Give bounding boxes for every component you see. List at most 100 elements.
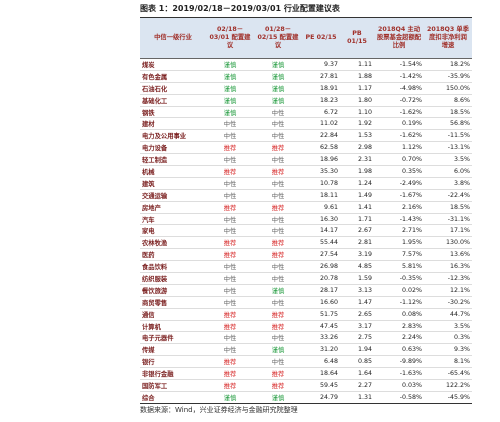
table-cell: 1.98 xyxy=(340,165,374,178)
table-cell: 推荐 xyxy=(254,308,302,321)
table-cell: 9.37 xyxy=(302,58,340,71)
table-cell: 中性 xyxy=(206,296,254,309)
table-cell: -0.35% xyxy=(374,272,424,285)
table-cell: 16.60 xyxy=(302,296,340,309)
table-cell: 谨慎 xyxy=(254,70,302,83)
table-cell: 房地产 xyxy=(140,201,206,214)
table-cell: 计算机 xyxy=(140,320,206,333)
table-cell: 2.31 xyxy=(340,153,374,167)
table-row: 计算机 推荐 推荐 47.45 3.17 2.83% 3.5% xyxy=(140,320,472,333)
table-cell: 电力设备 xyxy=(140,141,206,155)
table-cell: 18.2% xyxy=(424,58,472,71)
table-row: 非银行金融 推荐 推荐 18.64 1.64 -1.63% -65.4% xyxy=(140,367,472,381)
table-cell: 中性 xyxy=(206,177,254,190)
table-row: 汽车 中性 中性 16.30 1.71 -1.43% -31.1% xyxy=(140,213,472,226)
table-cell: 5.81% xyxy=(374,260,424,274)
table-cell: 1.92 xyxy=(340,117,374,131)
table-cell: 20.78 xyxy=(302,272,340,285)
table-row: 有色金属 谨慎 谨慎 27.81 1.88 -1.42% -35.9% xyxy=(140,70,472,83)
table-cell: 推荐 xyxy=(254,236,302,250)
table-cell: 谨慎 xyxy=(254,391,302,404)
table-cell: 24.79 xyxy=(302,391,340,404)
table-cell: 14.17 xyxy=(302,224,340,238)
source-note: 数据来源：Wind，兴业证券经济与金融研究院整理 xyxy=(140,406,298,414)
table-cell: 150.0% xyxy=(424,82,472,95)
table-row: 石油石化 谨慎 谨慎 18.91 1.17 -4.98% 150.0% xyxy=(140,82,472,95)
table-cell: 1.64 xyxy=(340,367,374,381)
table-cell: 通信 xyxy=(140,308,206,321)
table-cell: 8.1% xyxy=(424,355,472,369)
table-cell: 13.6% xyxy=(424,248,472,262)
table-cell: -30.2% xyxy=(424,296,472,309)
table-cell: 中性 xyxy=(254,331,302,345)
table-cell: -1.42% xyxy=(374,70,424,83)
table-cell: 谨慎 xyxy=(206,70,254,83)
header-cell: 2018Q3 单季度扣非净利润增速 xyxy=(424,17,472,59)
table-cell: 1.24 xyxy=(340,177,374,190)
table-cell: 9.61 xyxy=(302,201,340,214)
table-body: 煤炭 谨慎 谨慎 9.37 1.11 -1.54% 18.2% 有色金属 谨慎 谨慎 27.81 1.… xyxy=(140,58,472,404)
table-cell: 18.5% xyxy=(424,106,472,119)
table-row: 商贸零售 中性 中性 16.60 1.47 -1.12% -30.2% xyxy=(140,296,472,309)
table-row: 建材 中性 中性 11.02 1.92 0.19% 56.8% xyxy=(140,117,472,131)
table-cell: 中性 xyxy=(206,260,254,274)
table-cell: 0.85 xyxy=(340,355,374,369)
table-cell: 3.8% xyxy=(424,177,472,190)
table-cell: 基础化工 xyxy=(140,94,206,107)
table-cell: 推荐 xyxy=(206,248,254,262)
table-cell: 推荐 xyxy=(206,367,254,381)
table-cell: 非银行金融 xyxy=(140,367,206,381)
table-cell: 推荐 xyxy=(206,355,254,369)
table-cell: 农林牧渔 xyxy=(140,236,206,250)
table-cell: -0.58% xyxy=(374,391,424,404)
table-cell: 2.71% xyxy=(374,224,424,238)
table-cell: 中性 xyxy=(254,153,302,167)
table-cell: 建材 xyxy=(140,117,206,131)
table-cell: 35.30 xyxy=(302,165,340,178)
table-cell: -1.62% xyxy=(374,129,424,143)
table-cell: 16.3% xyxy=(424,260,472,274)
table-cell: 0.3% xyxy=(424,331,472,345)
table-cell: 1.49 xyxy=(340,189,374,202)
table-cell: 推荐 xyxy=(254,248,302,262)
header-row: 中信一级行业 02/18－03/01 配置建议 01/28－02/15 配置建议 PE… xyxy=(140,17,472,59)
table-cell: 中性 xyxy=(206,284,254,297)
table-cell: 中性 xyxy=(206,117,254,131)
table-cell: 中性 xyxy=(254,272,302,285)
table-cell: 2.83% xyxy=(374,320,424,333)
table-cell: 中性 xyxy=(206,331,254,345)
table-cell: 谨慎 xyxy=(254,82,302,95)
table-cell: 2.75 xyxy=(340,331,374,345)
table-cell: -11.5% xyxy=(424,129,472,143)
table-cell: -1.43% xyxy=(374,213,424,226)
table-cell: 推荐 xyxy=(254,165,302,178)
table-cell: 中性 xyxy=(254,260,302,274)
table-cell: 27.81 xyxy=(302,70,340,83)
table-cell: 22.84 xyxy=(302,129,340,143)
table-cell: -65.4% xyxy=(424,367,472,381)
table-cell: 1.11 xyxy=(340,58,374,71)
table-cell: -45.9% xyxy=(424,391,472,404)
table-row: 建筑 中性 中性 10.78 1.24 -2.49% 3.8% xyxy=(140,177,472,190)
table-cell: 2.65 xyxy=(340,308,374,321)
table-row: 房地产 推荐 推荐 9.61 1.41 2.16% 18.5% xyxy=(140,201,472,214)
table-cell: -35.9% xyxy=(424,70,472,83)
table-cell: -1.62% xyxy=(374,106,424,119)
table-cell: 谨慎 xyxy=(254,58,302,71)
table-row: 电子元器件 中性 中性 33.26 2.75 2.24% 0.3% xyxy=(140,331,472,345)
table-cell: 1.53 xyxy=(340,129,374,143)
table-cell: 55.44 xyxy=(302,236,340,250)
table-cell: 2.81 xyxy=(340,236,374,250)
table-cell: -13.1% xyxy=(424,141,472,155)
table-row: 传媒 中性 谨慎 31.20 1.94 0.63% 9.3% xyxy=(140,343,472,357)
table-cell: 6.0% xyxy=(424,165,472,178)
table-cell: 中性 xyxy=(206,153,254,167)
table-cell: 推荐 xyxy=(254,367,302,381)
table-cell: 中性 xyxy=(254,355,302,369)
table-cell: 中性 xyxy=(254,213,302,226)
table-row: 通信 推荐 推荐 51.75 2.65 0.08% 44.7% xyxy=(140,308,472,321)
header-cell: 02/18－03/01 配置建议 xyxy=(206,17,254,59)
table-cell: 有色金属 xyxy=(140,70,206,83)
table-cell: 130.0% xyxy=(424,236,472,250)
